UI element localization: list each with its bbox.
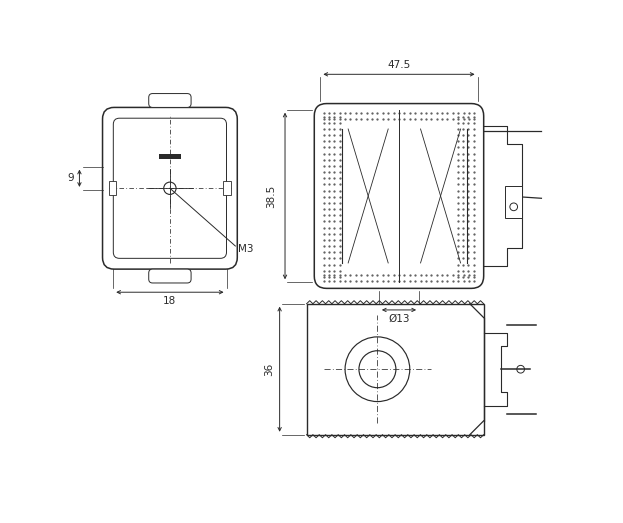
Bar bbox=[342, 263, 394, 277]
Text: M3: M3 bbox=[239, 244, 254, 254]
Bar bbox=[348, 129, 388, 263]
FancyBboxPatch shape bbox=[113, 118, 227, 258]
FancyBboxPatch shape bbox=[149, 269, 191, 283]
Text: 9: 9 bbox=[67, 173, 74, 183]
Text: Ø13: Ø13 bbox=[388, 314, 410, 324]
FancyBboxPatch shape bbox=[103, 107, 237, 269]
Text: 18: 18 bbox=[163, 297, 176, 306]
Bar bbox=[421, 129, 460, 263]
FancyBboxPatch shape bbox=[314, 104, 483, 288]
Text: 38.5: 38.5 bbox=[266, 184, 276, 208]
Bar bbox=[307, 304, 483, 435]
FancyBboxPatch shape bbox=[149, 94, 191, 107]
Bar bbox=[414, 263, 467, 277]
Bar bbox=[505, 186, 522, 218]
Bar bbox=[159, 154, 181, 159]
Text: 47.5: 47.5 bbox=[388, 60, 411, 70]
Bar bbox=[342, 115, 394, 129]
Bar bbox=[108, 181, 117, 195]
Bar bbox=[224, 181, 231, 195]
Bar bbox=[414, 115, 467, 129]
Text: 36: 36 bbox=[264, 362, 274, 376]
